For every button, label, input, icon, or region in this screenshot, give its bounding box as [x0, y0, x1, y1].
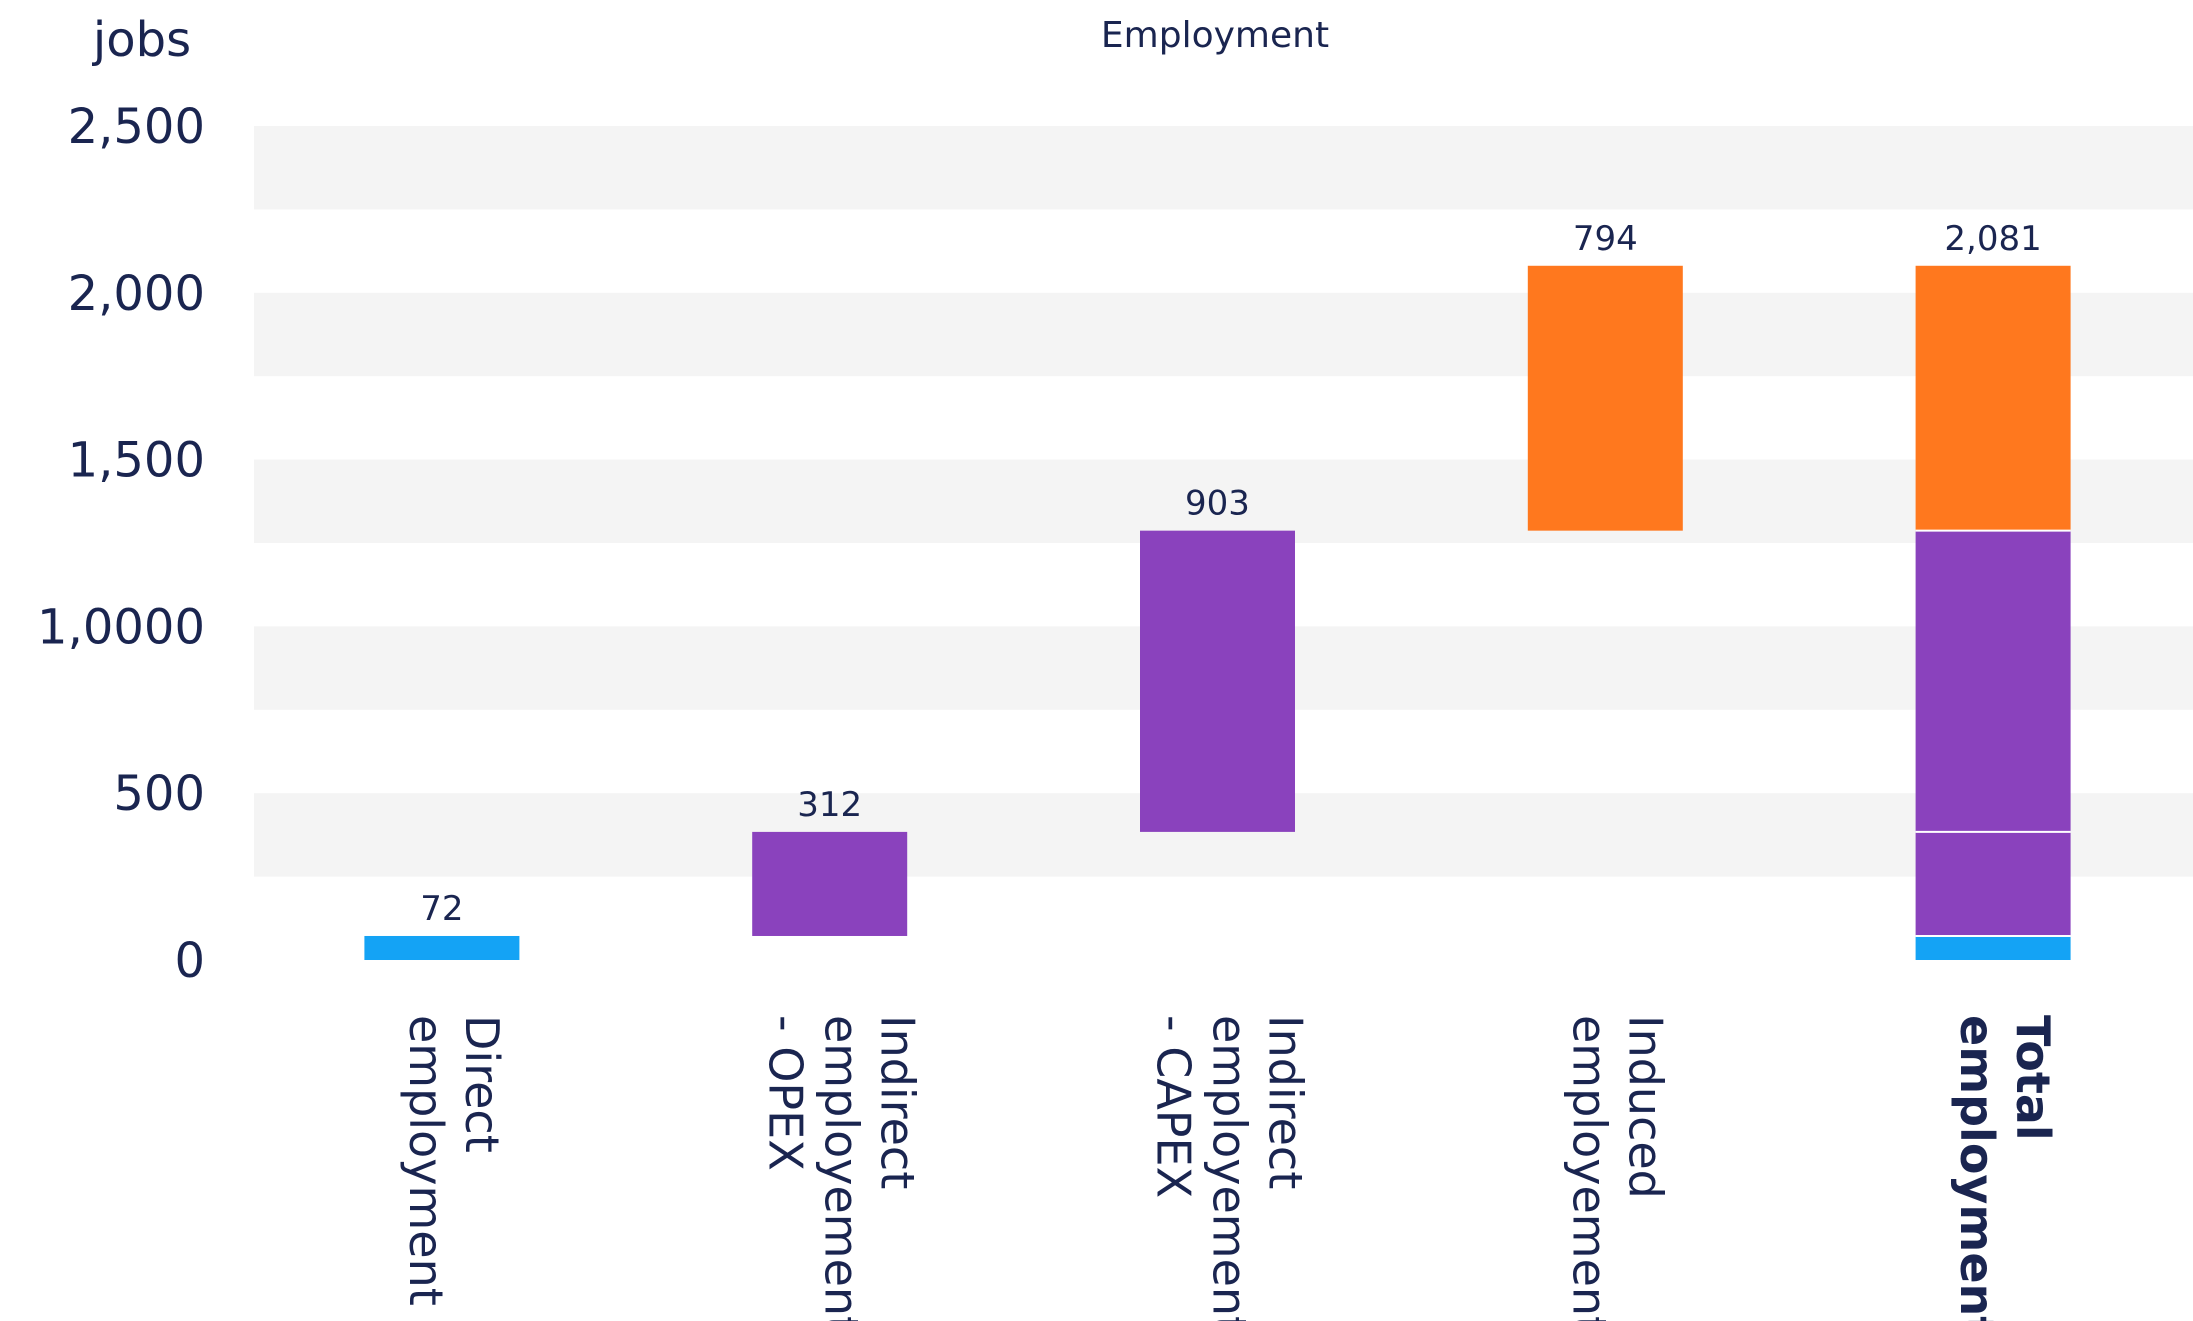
total-bar-segment: [1915, 935, 2071, 960]
grid-band: [254, 292, 2193, 377]
x-category-label-line: employment: [1950, 1015, 2004, 1321]
y-tick-label: 2,000: [68, 266, 205, 322]
data-label: 2,081: [1944, 219, 2041, 259]
x-category-label-line: - CAPEX: [1147, 1015, 1201, 1198]
x-category-label-line: Indirect: [871, 1015, 925, 1189]
y-tick-label: 1,500: [68, 433, 205, 489]
x-category-label-line: employement: [1562, 1015, 1616, 1321]
x-category-label-line: employement: [1203, 1015, 1257, 1321]
x-category-label-line: Induced: [1618, 1015, 1672, 1199]
y-axis-unit-label: jobs: [92, 12, 191, 68]
total-bar-segment: [1915, 265, 2071, 531]
x-category-label-line: Total: [2006, 1015, 2060, 1141]
y-tick-label: 0: [174, 933, 205, 989]
total-bar-segment: [1915, 831, 2071, 936]
data-label: 72: [420, 889, 463, 929]
y-tick-label: 500: [113, 766, 205, 822]
bars: [364, 265, 2071, 960]
data-labels: 72 312 903 794 2,081: [420, 219, 2042, 929]
data-label: 903: [1185, 484, 1250, 524]
data-label: 794: [1573, 219, 1638, 259]
grid-band: [254, 459, 2193, 543]
waterfall-bar: [364, 935, 520, 960]
x-category-label-line: employement: [815, 1015, 869, 1321]
y-axis-ticks: 0 500 1,0000 1,500 2,000 2,500: [37, 99, 205, 989]
x-category-label-line: - OPEX: [759, 1015, 813, 1171]
total-bar-segment: [1915, 530, 2071, 832]
y-tick-label: 2,500: [68, 99, 205, 155]
waterfall-bar: [752, 831, 908, 936]
y-tick-label: 1,0000: [37, 599, 205, 655]
grid-band: [254, 126, 2193, 210]
x-category-label-line: employment: [399, 1015, 453, 1306]
data-label: 312: [797, 785, 862, 825]
x-category-label-line: Direct: [455, 1015, 509, 1153]
waterfall-bar: [1140, 530, 1295, 832]
waterfall-bar: [1527, 265, 1683, 531]
x-category-label-line: Indirect: [1259, 1015, 1313, 1189]
chart-title: Employment: [1101, 15, 1329, 56]
